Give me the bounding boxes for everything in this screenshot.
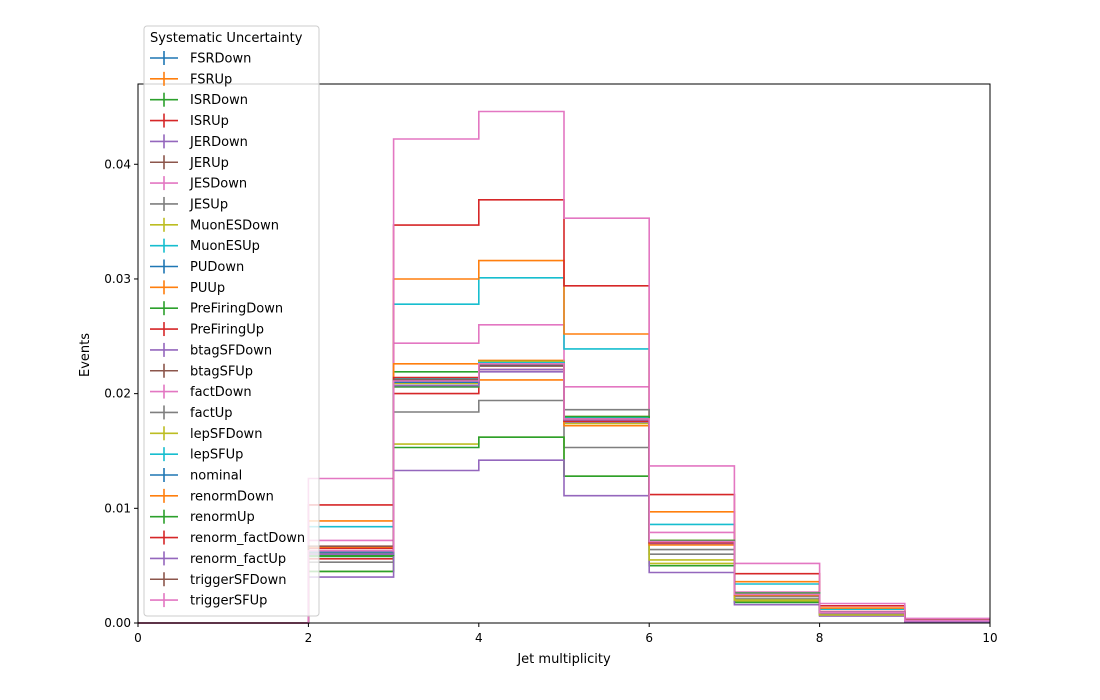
legend-label: renorm_factDown [190,531,305,546]
legend-item-JESDown: JESDown [150,176,247,192]
legend-item-ISRUp: ISRUp [150,113,229,129]
legend-item-FSRDown: FSRDown [150,51,251,67]
legend-label: factDown [190,385,252,400]
legend-label: triggerSFDown [190,573,286,588]
legend-label: PUDown [190,260,244,275]
x-axis-label: Jet multiplicity [516,652,611,667]
legend-item-renormUp: renormUp [150,509,255,525]
legend-item-MuonESUp: MuonESUp [150,238,260,254]
x-axis: 0 2 4 6 8 10 [134,623,998,645]
y-tick-label: 0.01 [104,501,131,515]
legend-label: JERUp [189,156,229,171]
legend-label: FSRDown [190,52,251,67]
legend-label: JESUp [189,197,228,212]
legend-item-btagSFDown: btagSFDown [150,342,272,358]
y-tick-label: 0.00 [104,616,131,630]
legend-title: Systematic Uncertainty [150,31,303,46]
legend-label: FSRUp [190,72,232,87]
legend-item-PreFiringUp: PreFiringUp [150,322,264,338]
legend-label: MuonESUp [190,239,260,254]
legend-item-PUDown: PUDown [150,259,244,275]
legend-label: JERDown [189,135,248,150]
legend-label: btagSFDown [190,343,272,358]
y-tick-label: 0.03 [104,272,131,286]
x-tick-label: 0 [134,631,142,645]
legend-label: MuonESDown [190,218,279,233]
legend-label: renormDown [190,489,274,504]
legend-label: ISRUp [190,114,229,129]
x-tick-label: 10 [982,631,997,645]
legend-item-triggerSFDown: triggerSFDown [150,572,286,588]
legend-label: lepSFUp [190,448,243,463]
legend-label: nominal [190,469,242,484]
legend-item-JERDown: JERDown [150,134,248,150]
x-tick-label: 6 [645,631,653,645]
legend-item-nominal: nominal [150,468,242,484]
legend-item-PUUp: PUUp [150,280,225,296]
legend-item-factUp: factUp [150,405,233,421]
legend-item-btagSFUp: btagSFUp [150,363,253,379]
legend-item-ISRDown: ISRDown [150,92,248,108]
legend-label: PreFiringUp [190,323,264,338]
legend-label: PreFiringDown [190,302,283,317]
legend-label: ISRDown [190,93,248,108]
legend-label: renormUp [190,510,255,525]
y-axis: 0.00 0.01 0.02 0.03 0.04 [104,157,138,630]
legend-frame [143,25,320,617]
x-tick-label: 4 [475,631,483,645]
legend-item-JERUp: JERUp [150,155,229,171]
legend-label: triggerSFUp [190,594,267,609]
y-tick-label: 0.04 [104,157,131,171]
x-tick-label: 2 [305,631,313,645]
legend-label: PUUp [190,281,225,296]
legend-label: btagSFUp [190,364,253,379]
legend-label: renorm_factUp [190,552,286,567]
legend-item-MuonESDown: MuonESDown [150,217,279,233]
y-axis-label: Events [78,333,93,377]
legend-item-lepSFDown: lepSFDown [150,426,262,442]
legend-label: JESDown [189,177,247,192]
legend-item-FSRUp: FSRUp [150,71,232,87]
legend-item-lepSFUp: lepSFUp [150,447,243,463]
legend-items: FSRDown FSRUp ISRDown ISRUp JERDown JERUp JESD… [150,51,305,609]
legend-item-factDown: factDown [150,384,252,400]
legend-label: factUp [190,406,233,421]
legend-item-renorm_factDown: renorm_factDown [150,530,305,546]
legend-item-triggerSFUp: triggerSFUp [150,593,267,609]
y-tick-label: 0.02 [104,387,131,401]
x-tick-label: 8 [816,631,824,645]
plot-frame [137,83,991,624]
legend-item-PreFiringDown: PreFiringDown [150,301,283,317]
legend: Systematic Uncertainty FSRDown FSRUp ISRDo… [143,25,320,617]
legend-label: lepSFDown [190,427,262,442]
legend-item-JESUp: JESUp [150,196,228,212]
legend-item-renormDown: renormDown [150,488,274,504]
legend-item-renorm_factUp: renorm_factUp [150,551,286,567]
